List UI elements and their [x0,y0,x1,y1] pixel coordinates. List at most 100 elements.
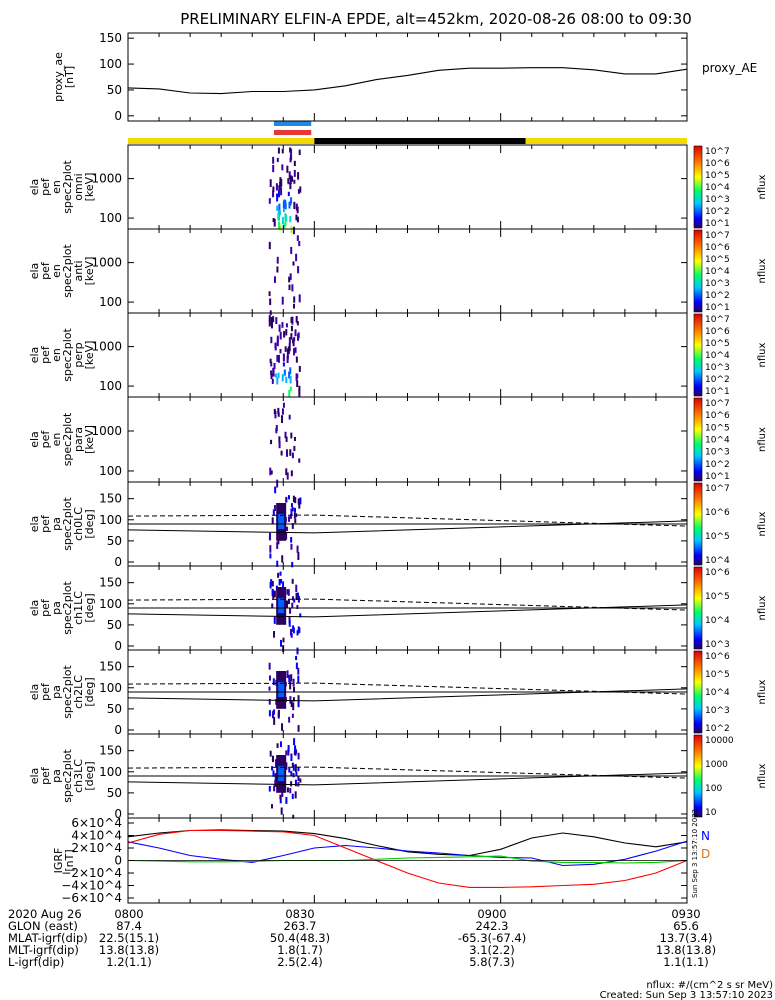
colorbar-tick-label: 10000 [705,736,734,746]
y-axis-label-line: ela [28,516,41,533]
spectrogram-cell [288,389,291,398]
x-table-cell: 1.2(1.1) [106,955,152,969]
spectrogram-cell [290,503,293,508]
y-tick-label: 150 [99,576,122,590]
spectrogram-cell [272,186,275,192]
spectrogram-cell [268,241,271,250]
spectrogram-cell [291,793,294,800]
y-axis-label-line: [deg] [83,509,96,538]
spectrogram-cell [295,315,298,323]
spectrogram-cell [288,767,291,773]
spectrogram-cell [299,778,302,783]
y-tick-label: 0 [114,555,122,569]
y-axis-label-line: [keV] [83,257,96,286]
spectrogram-cell [279,797,282,804]
spectrogram-cell [296,592,299,601]
spectrogram-cell [298,458,301,463]
colorbar-tick-label: 10^3 [705,640,730,650]
spectrogram-cell [281,148,284,154]
y-tick-label: 50 [107,534,122,548]
y-tick-label: 150 [99,492,122,506]
spectrogram-cell [276,377,279,385]
colorbar-en_spec2plot_perp: 10^7 10^6 10^5 10^4 10^3 10^2 10^1 nflux [693,313,768,397]
y-tick-label: 100 [99,681,122,695]
x-table-cell: 1.8(1.7) [277,943,323,957]
spectrogram-cell [272,164,275,173]
spectrogram-cell [276,479,279,488]
colorbar-tick-label: 10^3 [705,363,730,373]
spectrogram-cell [295,655,298,661]
loss-cone-line [127,520,688,534]
colorbar-pa_spec2plot_ch2LC: 10^6 10^5 10^4 10^3 10^2 nflux [693,650,768,734]
anti-loss-cone-line [127,598,688,611]
spectrogram-cell [285,449,288,457]
colorbar-tick-label: 10^1 [705,219,730,229]
y-axis-label-line: spec2plot [61,160,74,214]
y-tick-label: 2×10^4 [71,841,122,855]
panel-frame [127,32,688,122]
colorbar-tick-label: 10^6 [705,568,730,578]
y-axis-label-line: en [50,180,63,194]
colorbar-tick-label: 10^6 [705,652,730,662]
spectrogram-cell [289,178,292,184]
spectrogram-cell [286,600,289,608]
spectrogram-cell [292,625,295,632]
x-axis-table: 2020 Aug 26 0800 0830 0900 0930 GLON (east) 87… [8,907,716,969]
y-tick-label: 0 [114,723,122,737]
spectrogram-cell [281,790,284,797]
colorbar-tick-label: 10^2 [705,375,730,385]
spectrogram-cell [294,507,297,513]
spectrogram-cell [279,181,282,189]
spectrogram-cell [275,428,278,434]
spectrogram-cell [290,536,293,543]
spectrogram-cell [269,358,272,364]
spectrogram-cell [269,553,272,559]
spectrogram-cell [289,696,292,704]
footer-units: nflux: #/(cm^2 s sr MeV) [646,980,773,991]
spectrogram-cell [269,179,272,188]
spectrogram-cell [269,581,272,589]
spectrogram-cell [285,496,288,503]
y-tick-label: 0 [114,639,122,653]
y-axis-label-line: ela [28,684,41,701]
spectrogram-cell [293,179,296,184]
colorbar-tick-label: 10^2 [705,724,730,734]
spectrogram-cell [290,317,293,324]
spectrogram-cell [287,745,290,753]
spectrogram-cell [280,179,283,187]
y-axis-label-line: [deg] [83,677,96,706]
spectrogram-cell [285,436,288,442]
spectrogram-cell [291,762,294,768]
spectrogram-cell [275,759,278,767]
y-tick-label: 0 [114,807,122,821]
panel-frame [127,396,688,483]
y-tick-label: 50 [107,786,122,800]
spectrogram-cell [297,699,300,708]
y-axis-label-line: spec2plot [61,497,74,551]
spectrogram-cell [276,193,279,202]
y-tick-label: 100 [99,464,122,478]
x-table-cell: 0830 [285,907,314,921]
spectrogram-cell [273,362,276,370]
spectrogram-cell [288,171,291,180]
spectrogram-cell [268,699,271,705]
pa-core-blue [278,513,285,530]
loss-cone-line [127,604,688,618]
spectrogram-cell [278,221,281,230]
colorbar-label: nflux [757,763,768,788]
x-table-cell: 242.3 [476,919,509,933]
y-axis-label-line: pa [50,769,63,783]
spectrogram-cell [292,697,295,702]
spectrogram-cell [298,149,301,156]
y-tick-label: 100 [99,295,122,309]
colorbar-label: nflux [757,427,768,452]
spectrogram-cell [297,775,300,782]
x-table-cell: 13.8(13.8) [99,943,159,957]
spectrogram-cell [293,512,296,519]
spectrogram-cell [276,338,279,347]
spectrogram-cell [282,637,285,643]
y-axis-label-line: ch3LC [72,759,85,793]
spectrogram-cell [286,787,289,793]
